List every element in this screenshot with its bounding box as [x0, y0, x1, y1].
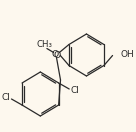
- Text: Cl: Cl: [71, 86, 79, 95]
- Text: Cl: Cl: [1, 93, 10, 102]
- Text: CH₃: CH₃: [37, 40, 53, 49]
- Text: O: O: [54, 51, 61, 60]
- Text: O: O: [52, 50, 59, 59]
- Text: OH: OH: [120, 50, 134, 59]
